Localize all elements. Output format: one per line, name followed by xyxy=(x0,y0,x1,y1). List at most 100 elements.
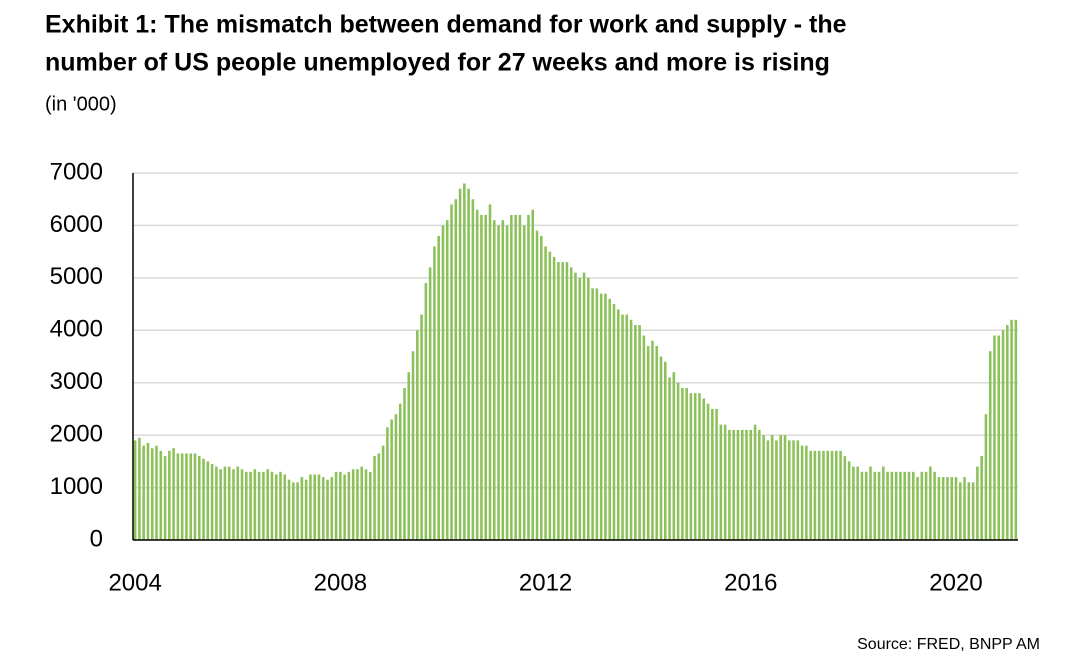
bar xyxy=(168,450,171,540)
y-tick-label: 4000 xyxy=(50,316,103,343)
bar xyxy=(681,387,684,540)
bar xyxy=(510,214,513,540)
bar xyxy=(796,440,800,540)
bar xyxy=(300,477,304,540)
bar xyxy=(728,429,731,540)
y-tick-label: 7000 xyxy=(50,158,103,185)
bar xyxy=(899,471,902,540)
bar xyxy=(634,325,637,540)
bar xyxy=(886,471,889,540)
bar xyxy=(283,474,287,540)
bar xyxy=(809,450,812,540)
bar xyxy=(480,214,483,540)
bar xyxy=(993,335,996,540)
bar xyxy=(967,482,971,540)
y-tick-label: 2000 xyxy=(50,420,103,447)
bar xyxy=(685,387,688,540)
bar xyxy=(304,479,308,540)
bar xyxy=(159,450,163,540)
y-tick-label: 3000 xyxy=(50,368,103,395)
bar xyxy=(984,414,988,540)
bar xyxy=(591,288,594,540)
bar xyxy=(911,471,915,540)
bar xyxy=(557,262,560,540)
bar xyxy=(445,220,449,540)
bar xyxy=(702,398,706,540)
bar xyxy=(544,246,547,540)
bar xyxy=(394,414,398,540)
bar xyxy=(240,469,244,540)
bar xyxy=(274,474,278,540)
bar xyxy=(501,220,505,540)
bar xyxy=(373,456,376,540)
y-tick-label: 0 xyxy=(90,525,103,552)
bar xyxy=(309,474,312,540)
bar xyxy=(351,469,355,540)
bar xyxy=(916,477,919,540)
x-tick-label: 2016 xyxy=(724,569,777,596)
bar xyxy=(1014,319,1018,540)
bar xyxy=(800,445,804,540)
bar xyxy=(339,471,342,540)
bar xyxy=(360,466,364,540)
bar xyxy=(779,435,782,540)
bar xyxy=(950,477,954,540)
bar xyxy=(869,466,872,540)
bar xyxy=(719,424,723,540)
bar xyxy=(531,209,535,540)
bar xyxy=(249,471,252,540)
bar xyxy=(155,445,158,540)
bar xyxy=(428,267,432,540)
bar xyxy=(920,471,924,540)
bar xyxy=(941,477,945,540)
bar xyxy=(492,220,496,540)
bar xyxy=(232,469,235,540)
bar xyxy=(416,330,419,540)
bar xyxy=(424,283,428,540)
bar xyxy=(292,482,295,540)
bar xyxy=(227,466,231,540)
bar xyxy=(783,435,787,540)
bar xyxy=(223,466,227,540)
bar xyxy=(569,267,573,540)
bar xyxy=(629,319,633,540)
bar xyxy=(689,393,693,540)
x-tick-label: 2020 xyxy=(929,569,982,596)
bar xyxy=(189,453,192,540)
bar xyxy=(638,325,641,540)
bar xyxy=(172,448,175,540)
bar xyxy=(749,429,753,540)
bar xyxy=(253,469,257,540)
bar xyxy=(463,183,466,540)
bar xyxy=(180,453,184,540)
bar xyxy=(621,314,624,540)
bar xyxy=(860,471,864,540)
bar xyxy=(762,435,765,540)
x-tick-label: 2004 xyxy=(108,569,161,596)
bar xyxy=(625,314,629,540)
bar xyxy=(582,272,586,540)
bar xyxy=(343,474,346,540)
bar xyxy=(608,298,611,540)
bar xyxy=(672,372,676,540)
bar xyxy=(146,443,150,540)
bar xyxy=(150,448,154,540)
chart-title: number of US people unemployed for 27 we… xyxy=(45,49,830,77)
bar xyxy=(616,309,620,540)
bar xyxy=(595,288,599,540)
bar xyxy=(454,199,458,540)
bar xyxy=(197,456,201,540)
bar xyxy=(659,356,663,540)
bar xyxy=(202,458,205,540)
bar xyxy=(185,453,188,540)
bar xyxy=(1006,325,1009,540)
bar xyxy=(403,387,406,540)
bar xyxy=(321,477,325,540)
bar xyxy=(988,351,992,540)
bar xyxy=(847,461,851,540)
chart-title: Exhibit 1: The mismatch between demand f… xyxy=(45,11,847,39)
bar xyxy=(599,293,603,540)
bar xyxy=(356,469,359,540)
bar xyxy=(364,469,368,540)
